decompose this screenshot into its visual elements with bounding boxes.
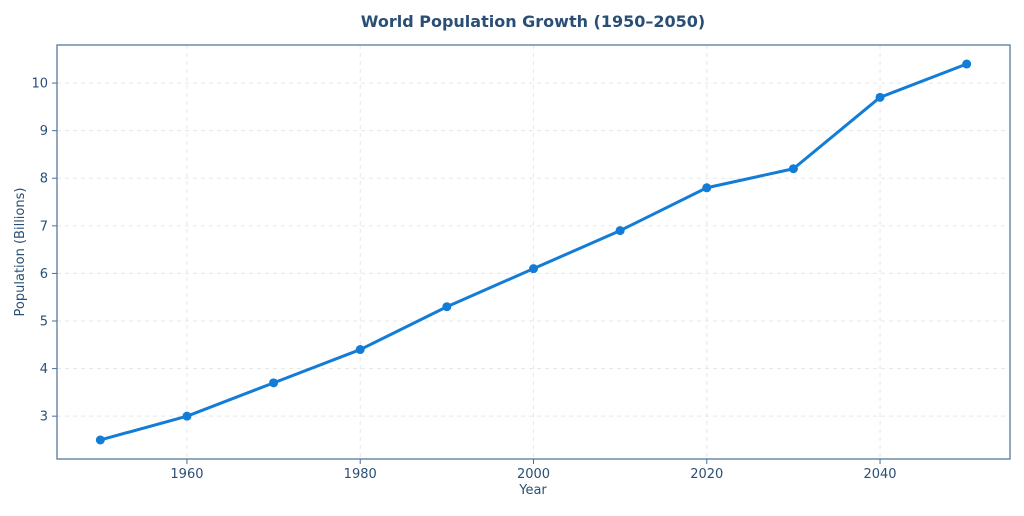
population-data-point: [269, 378, 279, 388]
population-data-point: [615, 226, 625, 236]
population-data-point: [529, 264, 538, 274]
y-axis-ticks: 3 4 5 6 7 8 9 10: [31, 77, 57, 425]
x-axis-label: Year: [518, 483, 547, 498]
population-data-point: [182, 411, 192, 421]
x-tick-label: 1980: [344, 467, 377, 482]
x-tick-label: 2020: [690, 467, 723, 482]
x-axis-ticks: 1960 1980 2000 2020 2040: [170, 459, 897, 482]
population-data-point: [355, 345, 365, 355]
grid-layer: [57, 45, 1010, 459]
chart-title: World Population Growth (1950–2050): [361, 12, 706, 31]
y-tick-label: 4: [40, 362, 48, 377]
y-tick-label: 8: [40, 172, 48, 187]
population-data-point: [788, 164, 798, 174]
x-tick-label: 2040: [863, 467, 896, 482]
y-tick-label: 5: [40, 315, 48, 330]
y-tick-label: 10: [31, 77, 48, 92]
x-tick-label: 1960: [170, 467, 203, 482]
y-tick-label: 3: [40, 410, 48, 425]
population-data-point: [442, 302, 452, 312]
series-layer: [95, 59, 972, 445]
population-data-point: [875, 92, 885, 102]
y-tick-label: 7: [40, 219, 48, 234]
population-data-point: [962, 59, 972, 69]
y-tick-label: 6: [40, 267, 48, 282]
population-data-point: [95, 435, 105, 445]
y-tick-label: 9: [40, 124, 48, 139]
x-tick-label: 2000: [517, 467, 550, 482]
population-data-point: [702, 183, 712, 193]
y-axis-label: Population (Billions): [13, 188, 28, 317]
